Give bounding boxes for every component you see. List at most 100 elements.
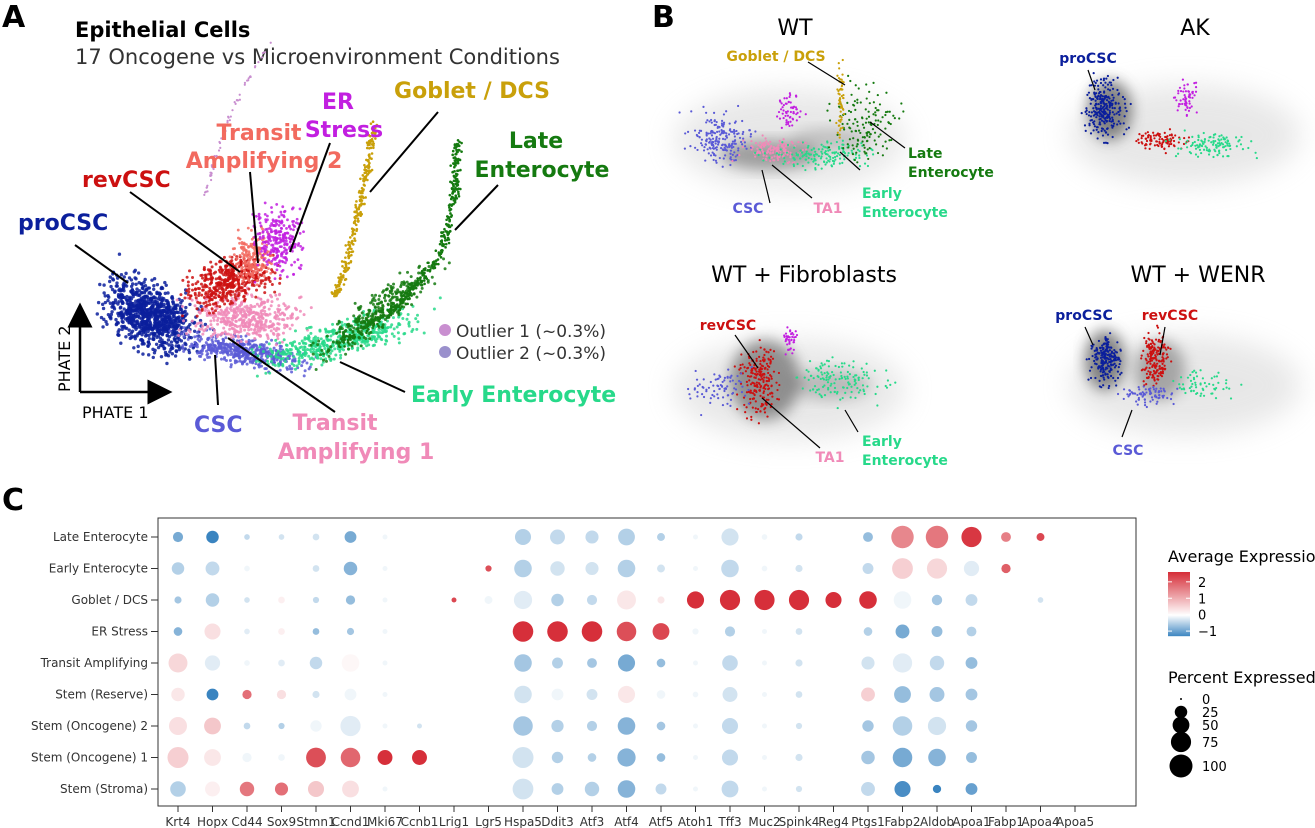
dot <box>693 723 698 729</box>
size-legend-label: 0 <box>1202 693 1210 708</box>
gene-label: Apoa1 <box>952 815 990 828</box>
dot <box>1003 754 1009 761</box>
dot <box>762 692 767 697</box>
dot <box>652 623 670 640</box>
dot <box>861 656 875 670</box>
dot <box>312 690 320 699</box>
dot <box>831 692 836 697</box>
label-ta2-line2: Amplifying 2 <box>186 149 343 174</box>
dot <box>1038 723 1043 729</box>
dot <box>587 658 597 668</box>
colorbar-tick-label: 0 <box>1198 609 1206 624</box>
dot <box>512 746 534 769</box>
colorbar-segment <box>1168 592 1190 594</box>
dot <box>382 566 388 571</box>
dot <box>486 755 491 760</box>
dot <box>795 659 803 667</box>
size-legend-label: 75 <box>1202 736 1219 751</box>
label-late-enterocyte-line1: Late <box>509 129 563 154</box>
colorbar-segment <box>1168 625 1190 627</box>
dot <box>345 595 356 605</box>
dot <box>451 786 457 792</box>
dot <box>205 781 220 797</box>
dot <box>587 753 597 762</box>
dot <box>204 655 221 671</box>
colorbar-segment <box>1168 617 1190 619</box>
dot <box>514 528 532 546</box>
colorbar-segment <box>1168 572 1190 574</box>
wt-label-csc: CSC <box>733 201 764 217</box>
wt-label-goblet: Goblet / DCS <box>726 49 825 65</box>
dot <box>795 753 803 762</box>
gene-label: Hspa5 <box>504 815 542 828</box>
gene-label: Krt4 <box>165 815 190 828</box>
dot <box>762 723 767 729</box>
dot <box>693 660 698 666</box>
dot <box>1001 563 1011 574</box>
dot <box>862 720 874 732</box>
dot <box>244 628 250 635</box>
pointer-line-ta2 <box>249 171 259 264</box>
fib-label-revcsc: revCSC <box>700 318 756 334</box>
label-er-stress-line2: Stress <box>305 118 383 143</box>
colorbar-segment <box>1168 580 1190 582</box>
dot <box>278 659 285 667</box>
label-late-enterocyte-line2: Enterocyte <box>475 158 610 183</box>
dot <box>831 660 836 666</box>
wt-label-late-enterocyte-1: Late <box>908 146 943 162</box>
colorbar-segment <box>1168 597 1190 599</box>
colorbar-segment <box>1168 583 1190 585</box>
gene-label: Atoh1 <box>678 815 713 828</box>
dot <box>931 626 943 637</box>
dot <box>616 621 637 642</box>
dot <box>692 628 699 635</box>
dot <box>657 564 665 573</box>
cluster-labels: proCSC revCSC Transit Amplifying 2 ER St… <box>18 79 616 465</box>
dot <box>721 559 739 578</box>
dot <box>929 687 945 702</box>
dot <box>966 626 977 637</box>
dot <box>1038 566 1043 571</box>
label-goblet: Goblet / DCS <box>394 79 550 104</box>
dot <box>382 660 388 666</box>
dot <box>928 748 946 767</box>
dot <box>512 621 534 642</box>
row-label: Stem (Stroma) <box>60 782 148 796</box>
colorbar-segment <box>1168 606 1190 608</box>
dot <box>693 786 698 792</box>
dot <box>1072 660 1078 666</box>
colorbar-segment <box>1168 602 1190 604</box>
colorbar-segment <box>1168 633 1190 635</box>
dot <box>861 750 875 765</box>
colorbar-segment <box>1168 600 1190 602</box>
colorbar-segment <box>1168 615 1190 617</box>
colorbar-segment <box>1168 618 1190 620</box>
dot <box>340 747 361 768</box>
dot <box>656 690 666 699</box>
dot <box>551 593 564 607</box>
dot <box>486 692 491 697</box>
dot <box>382 723 388 729</box>
pointer-line-ta1 <box>227 337 336 413</box>
dot <box>1072 629 1078 634</box>
dot <box>863 627 873 636</box>
dot <box>617 717 636 735</box>
gene-label: Ccnd1 <box>332 815 370 828</box>
phate-axes: PHATE 1 PHATE 2 <box>55 302 173 422</box>
dot <box>1038 786 1043 792</box>
label-csc: CSC <box>194 413 243 438</box>
dot <box>552 657 563 669</box>
dot <box>927 716 947 736</box>
gene-label: Cd44 <box>231 815 262 828</box>
dot <box>170 781 186 797</box>
dot <box>965 720 978 732</box>
dot <box>244 660 250 666</box>
colorbar-segment <box>1168 630 1190 632</box>
dot <box>963 560 980 577</box>
dot <box>894 780 911 798</box>
dot <box>721 749 739 766</box>
dot <box>894 686 911 703</box>
wt-label-early-enterocyte-2: Enterocyte <box>862 205 948 221</box>
gene-label: Atf4 <box>614 815 639 828</box>
